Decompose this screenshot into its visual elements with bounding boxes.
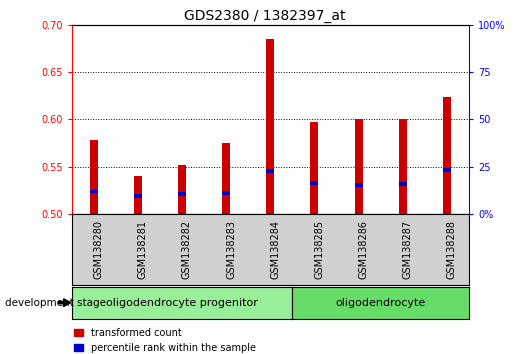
Bar [355, 183, 363, 187]
Bar [443, 168, 451, 172]
Bar [178, 192, 186, 196]
Bar [134, 176, 142, 214]
Text: GSM138282: GSM138282 [182, 220, 192, 279]
Bar [399, 182, 407, 186]
Bar [222, 192, 230, 195]
Bar [90, 140, 98, 214]
Text: GSM138288: GSM138288 [447, 220, 457, 279]
Bar [178, 165, 186, 214]
Text: GDS2380 / 1382397_at: GDS2380 / 1382397_at [184, 9, 346, 23]
Bar [399, 119, 407, 214]
Bar [266, 39, 275, 214]
Bar [134, 194, 142, 198]
Text: GSM138281: GSM138281 [138, 220, 148, 279]
Text: oligodendrocyte: oligodendrocyte [335, 298, 426, 308]
Bar [90, 189, 98, 193]
Text: development stage: development stage [5, 298, 107, 308]
Bar [355, 119, 363, 214]
Text: GSM138283: GSM138283 [226, 220, 236, 279]
Bar [266, 169, 275, 172]
Legend: transformed count, percentile rank within the sample: transformed count, percentile rank withi… [74, 328, 257, 353]
Bar [222, 143, 230, 214]
Text: GSM138287: GSM138287 [403, 220, 413, 279]
Bar [311, 122, 319, 214]
Bar [443, 97, 451, 214]
Text: GSM138284: GSM138284 [270, 220, 280, 279]
Text: GSM138285: GSM138285 [314, 220, 324, 279]
Bar [311, 181, 319, 185]
Text: oligodendrocyte progenitor: oligodendrocyte progenitor [106, 298, 258, 308]
Text: GSM138280: GSM138280 [94, 220, 104, 279]
Text: GSM138286: GSM138286 [359, 220, 369, 279]
